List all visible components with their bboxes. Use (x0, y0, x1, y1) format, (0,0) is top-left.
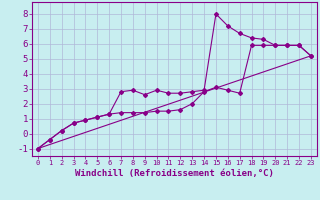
X-axis label: Windchill (Refroidissement éolien,°C): Windchill (Refroidissement éolien,°C) (75, 169, 274, 178)
